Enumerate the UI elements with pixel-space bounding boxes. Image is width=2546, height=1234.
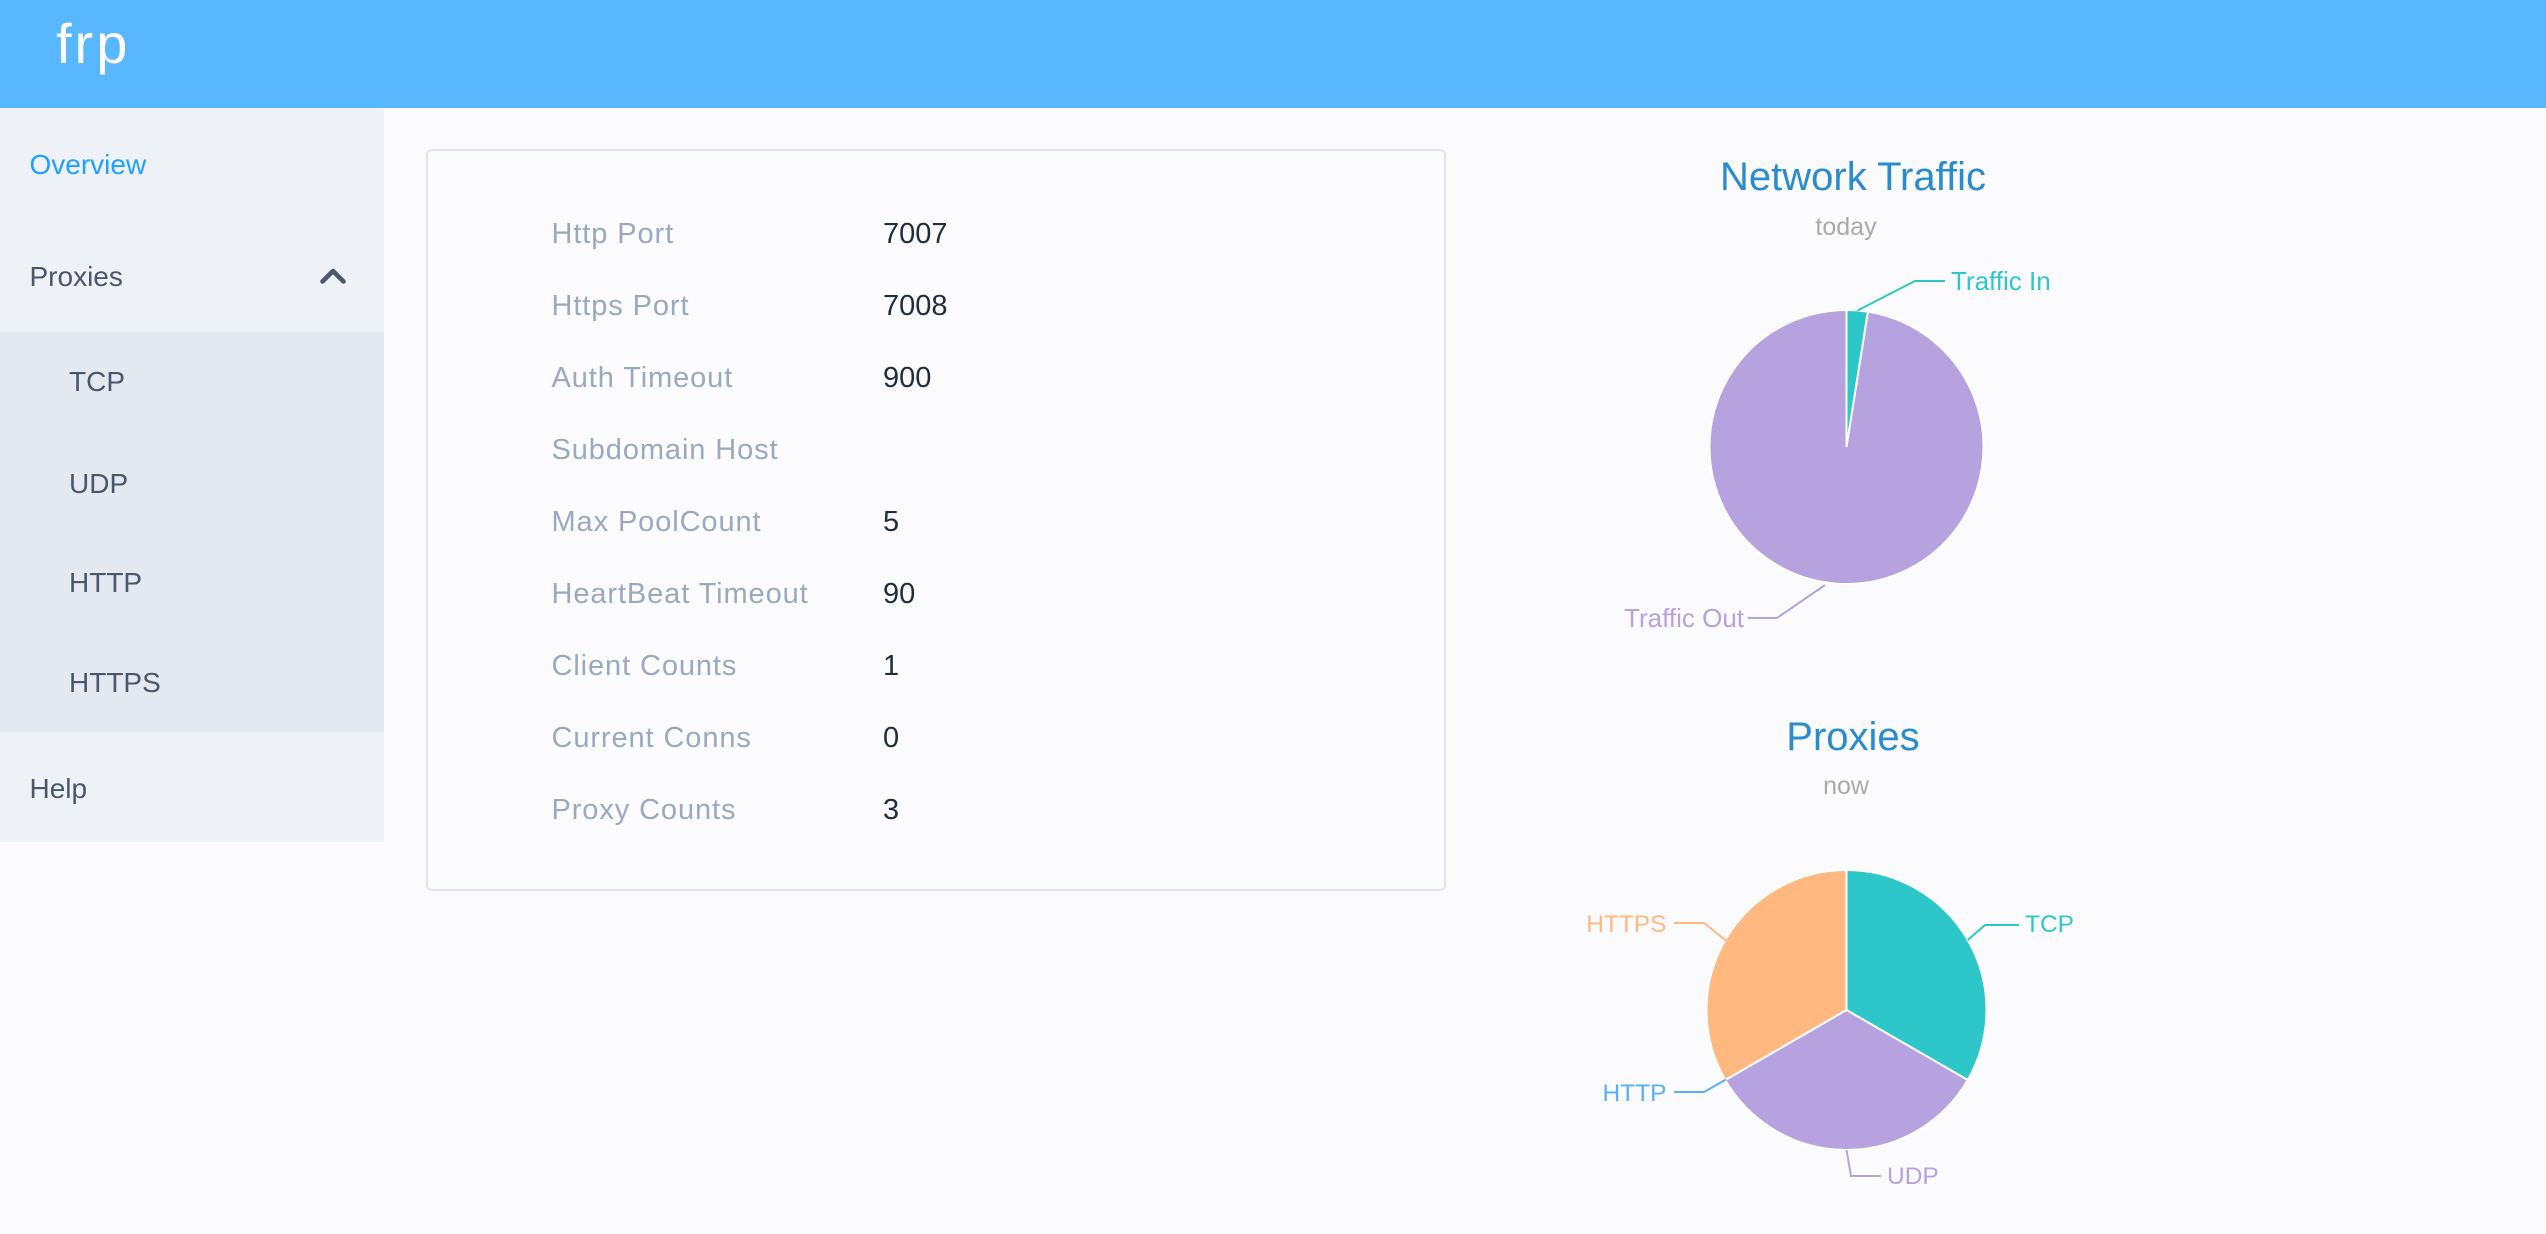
svg-text:UDP: UDP: [1887, 1163, 1939, 1190]
svg-text:Traffic Out: Traffic Out: [1624, 603, 1745, 633]
svg-text:Traffic In: Traffic In: [1951, 266, 2051, 296]
svg-text:HTTPS: HTTPS: [1586, 911, 1666, 938]
svg-text:TCP: TCP: [2025, 911, 2074, 938]
svg-text:HTTP: HTTP: [1603, 1080, 1667, 1107]
